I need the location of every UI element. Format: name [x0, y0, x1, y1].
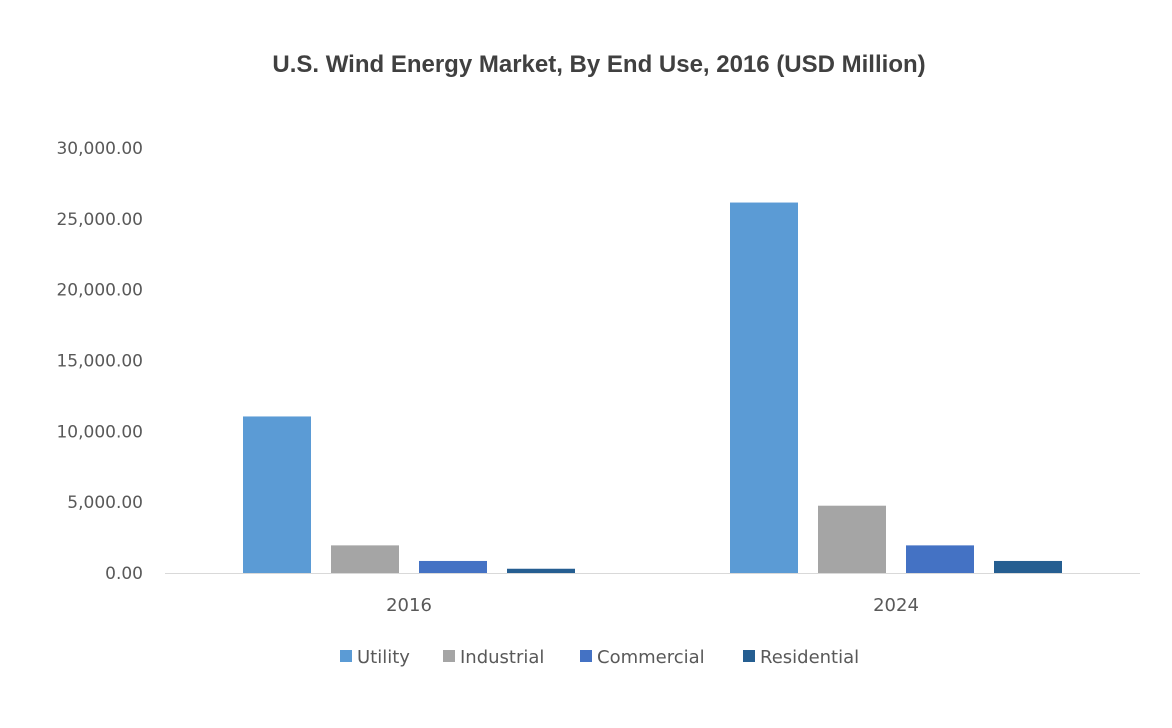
bar-commercial-2024	[906, 545, 974, 573]
legend-label-utility: Utility	[357, 647, 410, 668]
legend-label-industrial: Industrial	[460, 647, 544, 668]
bars	[243, 202, 1062, 573]
x-category-label: 2024	[873, 595, 919, 616]
legend-swatch-utility	[340, 650, 352, 662]
x-axis: 2016 2024	[386, 595, 919, 616]
y-tick-label: 25,000.00	[56, 210, 143, 230]
y-tick-label: 15,000.00	[56, 352, 143, 372]
y-tick-label: 20,000.00	[56, 281, 143, 301]
bar-residential-2016	[507, 568, 575, 573]
chart-title: U.S. Wind Energy Market, By End Use, 201…	[272, 51, 925, 78]
legend-swatch-commercial	[580, 650, 592, 662]
y-axis: 0.00 5,000.00 10,000.00 15,000.00 20,000.00 2…	[56, 139, 143, 584]
legend-swatch-industrial	[443, 650, 455, 662]
bar-industrial-2016	[331, 545, 399, 573]
bar-utility-2016	[243, 416, 311, 573]
y-tick-label: 5,000.00	[67, 493, 143, 513]
bar-commercial-2016	[419, 560, 487, 573]
bar-residential-2024	[994, 560, 1062, 573]
bar-utility-2024	[730, 202, 798, 573]
legend-label-commercial: Commercial	[597, 647, 705, 668]
y-tick-label: 30,000.00	[56, 139, 143, 159]
y-tick-label: 10,000.00	[56, 422, 143, 442]
bar-industrial-2024	[818, 505, 886, 573]
x-category-label: 2016	[386, 595, 432, 616]
legend-label-residential: Residential	[760, 647, 859, 668]
legend-swatch-residential	[743, 650, 755, 662]
y-tick-label: 0.00	[105, 564, 143, 584]
legend: Utility Industrial Commercial Residential	[340, 647, 859, 668]
